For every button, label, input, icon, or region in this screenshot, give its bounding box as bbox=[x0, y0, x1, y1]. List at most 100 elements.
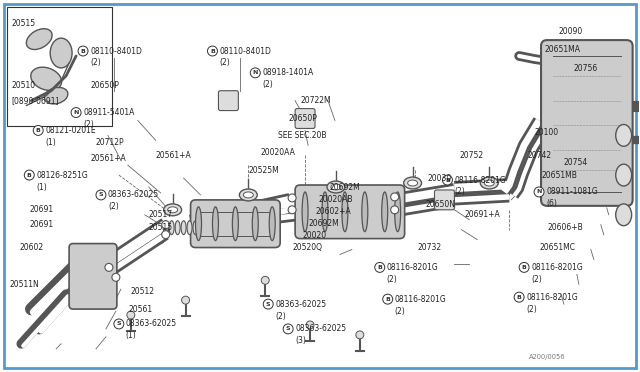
Ellipse shape bbox=[163, 221, 168, 235]
Text: 08363-62025: 08363-62025 bbox=[295, 324, 346, 333]
Text: S: S bbox=[266, 302, 271, 307]
Text: 20752: 20752 bbox=[460, 151, 483, 160]
FancyBboxPatch shape bbox=[69, 244, 117, 309]
Text: 08116-8201G: 08116-8201G bbox=[526, 293, 578, 302]
Circle shape bbox=[96, 190, 106, 200]
Text: 20742: 20742 bbox=[527, 151, 551, 160]
Text: 20561+A: 20561+A bbox=[156, 151, 191, 160]
Text: 20020AA: 20020AA bbox=[260, 148, 295, 157]
Circle shape bbox=[390, 193, 399, 201]
Text: 20691+A: 20691+A bbox=[465, 210, 500, 219]
Circle shape bbox=[24, 170, 35, 180]
Ellipse shape bbox=[342, 192, 348, 232]
Ellipse shape bbox=[252, 207, 259, 241]
Circle shape bbox=[534, 187, 544, 197]
Ellipse shape bbox=[616, 204, 632, 226]
Circle shape bbox=[71, 108, 81, 118]
Ellipse shape bbox=[302, 192, 308, 232]
Circle shape bbox=[207, 46, 218, 56]
Text: 08918-1401A: 08918-1401A bbox=[262, 68, 314, 77]
Circle shape bbox=[250, 68, 260, 78]
Text: 20517: 20517 bbox=[148, 210, 173, 219]
Circle shape bbox=[306, 321, 314, 329]
Text: 20606+B: 20606+B bbox=[547, 223, 583, 232]
Text: N: N bbox=[536, 189, 541, 195]
Circle shape bbox=[283, 324, 293, 334]
Text: B: B bbox=[36, 128, 41, 133]
Text: (2): (2) bbox=[395, 307, 405, 315]
Ellipse shape bbox=[193, 221, 198, 235]
Ellipse shape bbox=[50, 38, 72, 68]
Text: S: S bbox=[286, 326, 291, 331]
FancyBboxPatch shape bbox=[435, 190, 454, 210]
Text: 20756: 20756 bbox=[574, 64, 598, 73]
Text: 08121-0201E: 08121-0201E bbox=[45, 126, 96, 135]
FancyBboxPatch shape bbox=[541, 40, 632, 206]
Text: S: S bbox=[99, 192, 103, 198]
Text: A200/0056: A200/0056 bbox=[529, 354, 566, 360]
Circle shape bbox=[442, 175, 452, 185]
Ellipse shape bbox=[322, 192, 328, 232]
Text: S: S bbox=[116, 321, 121, 327]
Circle shape bbox=[288, 194, 296, 202]
Text: B: B bbox=[210, 48, 215, 54]
Circle shape bbox=[356, 331, 364, 339]
Ellipse shape bbox=[175, 221, 180, 235]
Ellipse shape bbox=[212, 207, 218, 241]
Text: 20515: 20515 bbox=[12, 19, 35, 28]
Text: B: B bbox=[81, 48, 86, 54]
Text: 20692M: 20692M bbox=[330, 183, 361, 192]
Circle shape bbox=[514, 292, 524, 302]
Text: 20020: 20020 bbox=[302, 231, 326, 240]
Ellipse shape bbox=[616, 164, 632, 186]
Text: 20515: 20515 bbox=[148, 223, 173, 232]
Text: N: N bbox=[253, 70, 258, 76]
Text: 20525M: 20525M bbox=[248, 166, 279, 174]
Text: SEE SEC.20B: SEE SEC.20B bbox=[278, 131, 326, 140]
FancyBboxPatch shape bbox=[295, 185, 404, 238]
Ellipse shape bbox=[239, 189, 257, 201]
Circle shape bbox=[112, 273, 120, 281]
Ellipse shape bbox=[408, 180, 417, 186]
Circle shape bbox=[114, 319, 124, 329]
Text: 08110-8401D: 08110-8401D bbox=[90, 46, 142, 55]
Text: 20651MC: 20651MC bbox=[539, 243, 575, 252]
Text: (1): (1) bbox=[36, 183, 47, 192]
Text: 08363-62025: 08363-62025 bbox=[275, 299, 326, 309]
Text: (2): (2) bbox=[387, 275, 397, 284]
Text: 20512: 20512 bbox=[131, 287, 155, 296]
Text: (2): (2) bbox=[83, 120, 94, 129]
Text: 20650P: 20650P bbox=[288, 114, 317, 123]
Circle shape bbox=[383, 294, 393, 304]
Ellipse shape bbox=[168, 207, 178, 213]
Ellipse shape bbox=[169, 221, 174, 235]
Circle shape bbox=[261, 276, 269, 284]
Text: 08363-62025: 08363-62025 bbox=[126, 320, 177, 328]
Text: 20602+A: 20602+A bbox=[315, 207, 351, 216]
Ellipse shape bbox=[243, 192, 253, 198]
Text: 20561+A: 20561+A bbox=[91, 154, 127, 163]
Ellipse shape bbox=[232, 207, 238, 241]
Text: (2): (2) bbox=[108, 202, 118, 211]
Circle shape bbox=[78, 46, 88, 56]
Ellipse shape bbox=[362, 192, 368, 232]
Text: [0890-0691]: [0890-0691] bbox=[12, 96, 59, 105]
Text: 20691: 20691 bbox=[29, 220, 53, 229]
Text: (3): (3) bbox=[295, 336, 306, 345]
Text: 20511N: 20511N bbox=[10, 280, 39, 289]
Text: 08363-62025: 08363-62025 bbox=[108, 190, 159, 199]
Ellipse shape bbox=[616, 125, 632, 146]
Text: 20510: 20510 bbox=[12, 81, 35, 90]
Ellipse shape bbox=[484, 180, 494, 186]
Ellipse shape bbox=[31, 67, 61, 90]
Circle shape bbox=[288, 206, 296, 214]
Text: B: B bbox=[27, 173, 32, 177]
Circle shape bbox=[105, 263, 113, 271]
Text: 08126-8251G: 08126-8251G bbox=[36, 171, 88, 180]
Text: 20561: 20561 bbox=[129, 305, 153, 314]
Ellipse shape bbox=[196, 207, 202, 241]
Text: B: B bbox=[378, 265, 382, 270]
Text: B: B bbox=[522, 265, 527, 270]
Text: 20520Q: 20520Q bbox=[292, 243, 322, 252]
Text: 20650P: 20650P bbox=[91, 81, 120, 90]
